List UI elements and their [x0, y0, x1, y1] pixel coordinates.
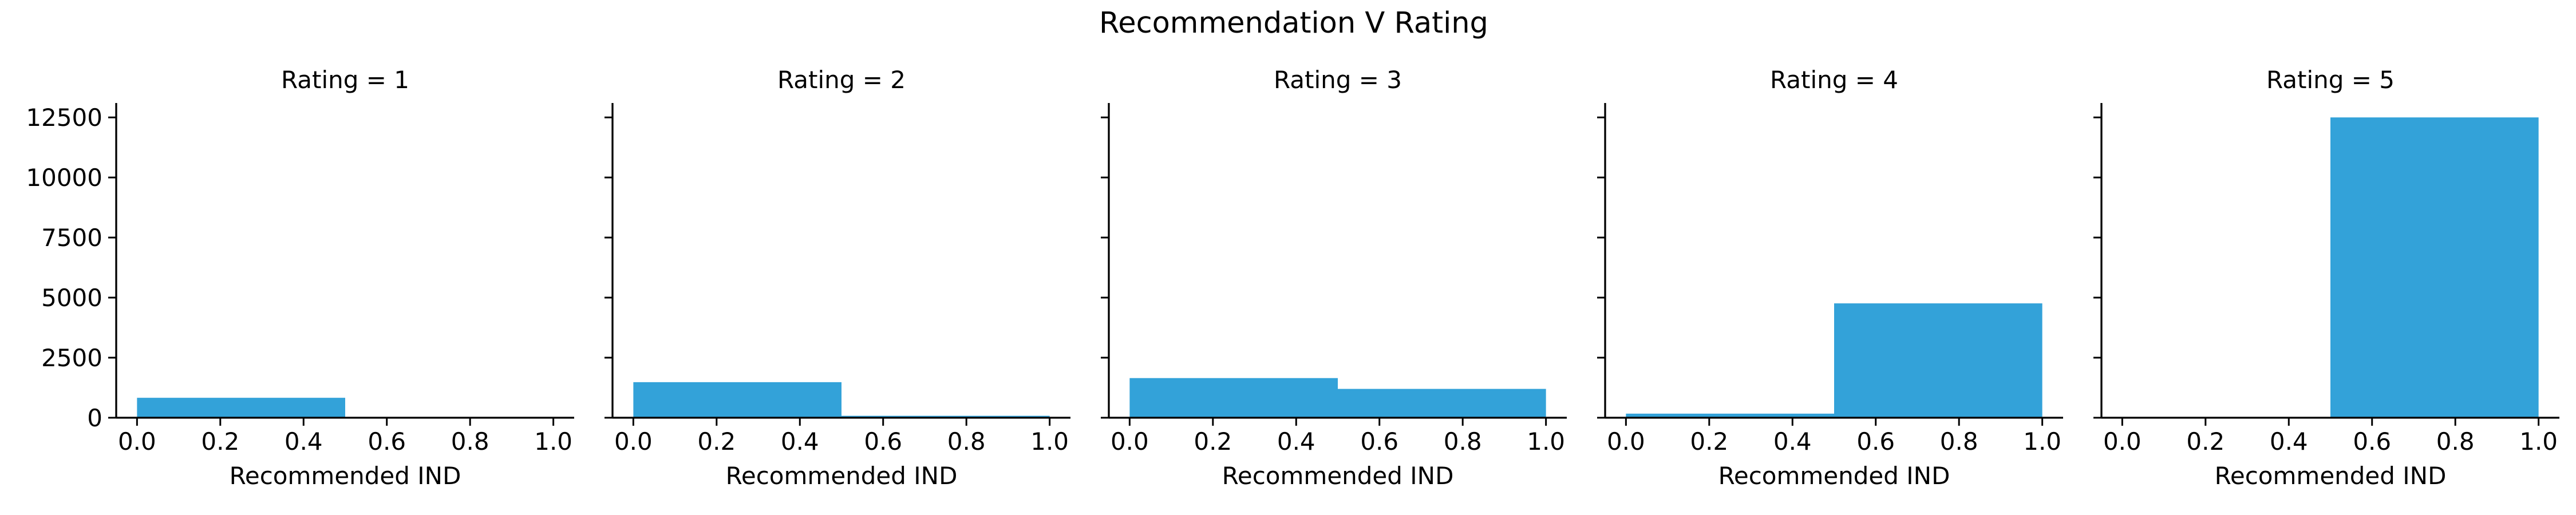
x-axis-label: Recommended IND	[1222, 462, 1454, 490]
bar	[1338, 389, 1546, 418]
bar	[841, 415, 1050, 418]
bar	[2330, 117, 2539, 418]
x-tick-label: 0.0	[614, 427, 653, 455]
x-tick-label: 0.6	[864, 427, 902, 455]
x-tick-label: 0.6	[1360, 427, 1398, 455]
x-tick-label: 1.0	[2519, 427, 2558, 455]
x-axis-label: Recommended IND	[726, 462, 958, 490]
x-tick-label: 0.8	[451, 427, 489, 455]
panel-title: Rating = 3	[1274, 66, 1402, 94]
panel-title: Rating = 2	[777, 66, 906, 94]
x-tick-label: 0.2	[697, 427, 736, 455]
bar	[1129, 378, 1338, 418]
bar	[1626, 413, 1834, 418]
x-tick-label: 0.2	[201, 427, 239, 455]
x-tick-label: 0.8	[2436, 427, 2475, 455]
x-tick-label: 0.8	[947, 427, 986, 455]
x-tick-label: 0.6	[1856, 427, 1895, 455]
panel-1: Rating = 1 0.0 0.2 0.4 0.6 0.8 1.0 0 2500 5000 750…	[26, 66, 574, 490]
x-tick-label: 0.6	[2353, 427, 2391, 455]
x-tick-label: 0.4	[781, 427, 819, 455]
x-tick-label: 1.0	[2023, 427, 2061, 455]
x-tick-label: 1.0	[1527, 427, 1565, 455]
x-tick-label: 0.8	[1940, 427, 1978, 455]
y-tick-label: 10000	[26, 164, 102, 192]
x-tick-label: 0.4	[1773, 427, 1812, 455]
panel-5: Rating = 5 0.0 0.2 0.4 0.6 0.8 1.0 Recommended …	[2093, 66, 2559, 490]
panel-2: Rating = 2 0.0 0.2 0.4 0.6 0.8 1.0 Recommended …	[605, 66, 1070, 490]
x-tick-label: 0.2	[1690, 427, 1728, 455]
panel-3: Rating = 3 0.0 0.2 0.4 0.6 0.8 1.0 Recommended …	[1101, 66, 1567, 490]
y-tick-label: 0	[87, 404, 102, 432]
x-tick-label: 0.0	[1607, 427, 1645, 455]
panels: Rating = 1 0.0 0.2 0.4 0.6 0.8 1.0 0 2500 5000 750…	[26, 66, 2559, 490]
x-tick-label: 0.4	[1277, 427, 1315, 455]
x-axis-label: Recommended IND	[1718, 462, 1950, 490]
panel-4: Rating = 4 0.0 0.2 0.4 0.6 0.8 1.0 Recommended …	[1597, 66, 2063, 490]
panel-title: Rating = 5	[2266, 66, 2395, 94]
bar	[633, 382, 841, 418]
x-tick-label: 0.2	[2186, 427, 2225, 455]
x-tick-label: 1.0	[534, 427, 572, 455]
x-tick-label: 0.0	[2103, 427, 2142, 455]
x-tick-label: 0.4	[285, 427, 323, 455]
panel-title: Rating = 1	[281, 66, 409, 94]
x-tick-label: 0.4	[2270, 427, 2308, 455]
x-tick-label: 0.0	[1111, 427, 1149, 455]
bar	[137, 398, 345, 418]
x-tick-label: 0.2	[1194, 427, 1232, 455]
panel-title: Rating = 4	[1770, 66, 1898, 94]
x-axis-label: Recommended IND	[230, 462, 461, 490]
x-tick-label: 0.0	[118, 427, 156, 455]
y-tick-label: 7500	[41, 224, 102, 252]
y-tick-label: 5000	[41, 284, 102, 312]
x-tick-label: 1.0	[1030, 427, 1069, 455]
chart-title: Recommendation V Rating	[1099, 6, 1488, 40]
x-axis-label: Recommended IND	[2215, 462, 2447, 490]
x-tick-label: 0.6	[368, 427, 406, 455]
y-tick-label: 12500	[26, 104, 102, 132]
bar	[1834, 303, 2042, 418]
y-tick-label: 2500	[41, 344, 102, 372]
x-tick-label: 0.8	[1444, 427, 1482, 455]
